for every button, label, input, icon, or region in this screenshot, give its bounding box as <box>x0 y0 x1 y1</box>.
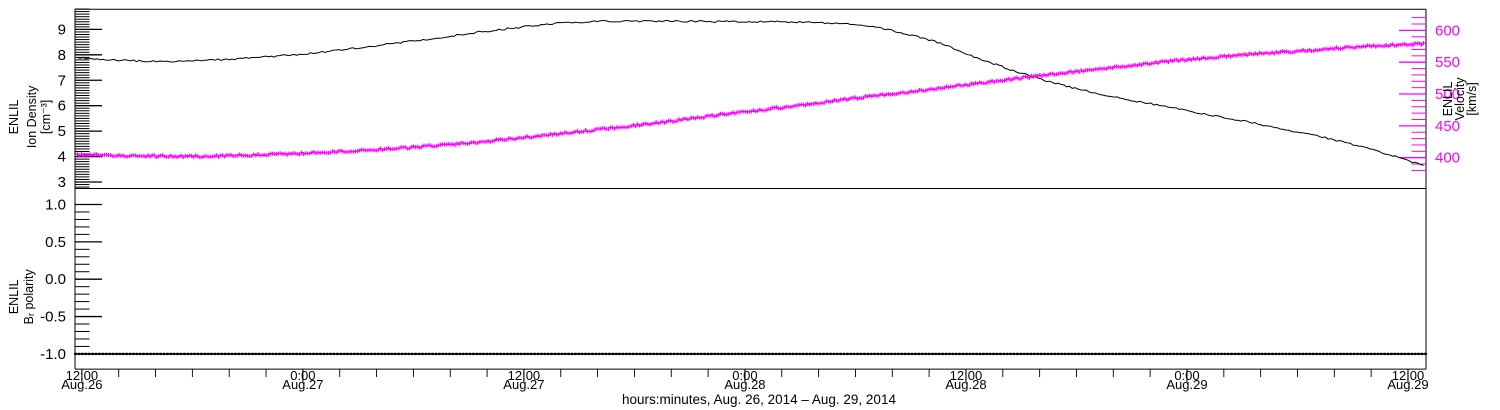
svg-text:6: 6 <box>58 98 66 115</box>
svg-text:550: 550 <box>1435 54 1460 71</box>
svg-text:9: 9 <box>58 21 66 38</box>
svg-text:7: 7 <box>58 72 66 89</box>
svg-text:3: 3 <box>58 174 66 191</box>
svg-text:600: 600 <box>1435 22 1460 39</box>
svg-text:8: 8 <box>58 47 66 64</box>
svg-text:Aug.28: Aug.28 <box>724 377 765 392</box>
svg-text:0.0: 0.0 <box>45 271 66 288</box>
svg-text:Aug.29: Aug.29 <box>1387 377 1428 392</box>
svg-text:Aug.28: Aug.28 <box>945 377 986 392</box>
svg-text:ENLIL: ENLIL <box>7 99 21 134</box>
svg-text:ENLIL: ENLIL <box>7 279 21 314</box>
svg-text:0.5: 0.5 <box>45 234 66 251</box>
svg-text:Aug.26: Aug.26 <box>61 377 102 392</box>
svg-text:Aug.29: Aug.29 <box>1166 377 1207 392</box>
svg-text:-0.5: -0.5 <box>40 309 66 326</box>
svg-text:-1.0: -1.0 <box>40 346 66 363</box>
svg-text:Ion Density: Ion Density <box>25 85 39 148</box>
svg-text:Aug.27: Aug.27 <box>503 377 544 392</box>
svg-text:hours:minutes, Aug. 26, 2014 –: hours:minutes, Aug. 26, 2014 – Aug. 29, … <box>622 392 896 407</box>
svg-text:Bᵣ polarity: Bᵣ polarity <box>22 269 36 325</box>
svg-text:1.0: 1.0 <box>45 197 66 214</box>
svg-text:400: 400 <box>1435 150 1460 167</box>
svg-text:[km/s]: [km/s] <box>1465 82 1479 115</box>
svg-text:[cm⁻³]: [cm⁻³] <box>39 100 53 134</box>
svg-text:5: 5 <box>58 123 66 140</box>
svg-text:Aug.27: Aug.27 <box>282 377 323 392</box>
svg-text:4: 4 <box>58 149 66 166</box>
